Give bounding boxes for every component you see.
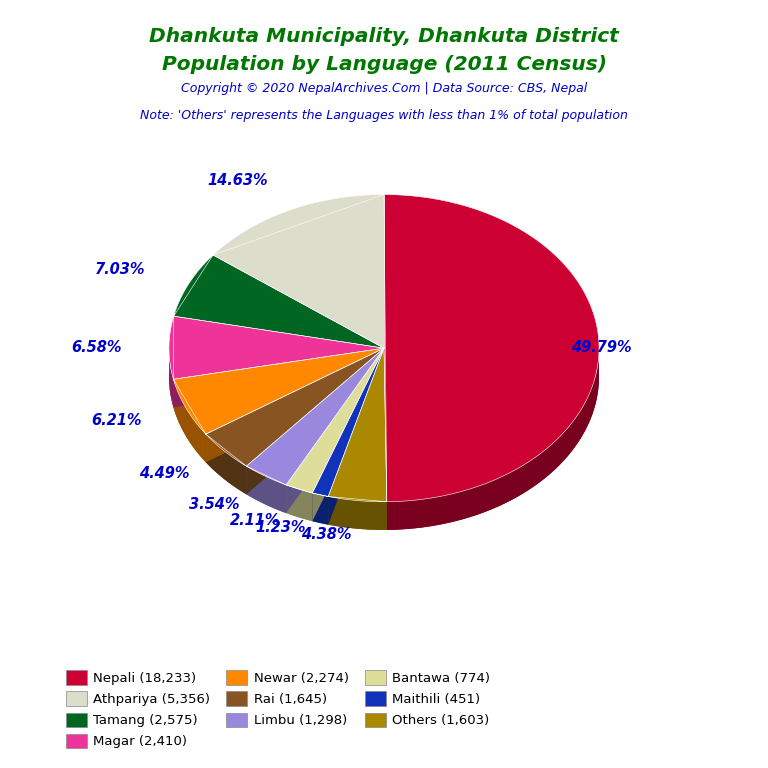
Polygon shape [206, 348, 384, 466]
Polygon shape [206, 376, 384, 495]
Polygon shape [174, 379, 206, 462]
Polygon shape [384, 194, 599, 502]
Polygon shape [384, 376, 599, 530]
Text: 1.23%: 1.23% [256, 520, 306, 535]
Polygon shape [174, 348, 384, 407]
Polygon shape [286, 348, 384, 493]
Polygon shape [206, 434, 247, 495]
Polygon shape [313, 348, 384, 521]
Polygon shape [328, 496, 387, 530]
Polygon shape [387, 345, 599, 530]
Polygon shape [247, 348, 384, 495]
Text: Note: 'Others' represents the Languages with less than 1% of total population: Note: 'Others' represents the Languages … [140, 109, 628, 122]
Polygon shape [328, 348, 384, 525]
Polygon shape [286, 348, 384, 513]
Polygon shape [169, 343, 174, 407]
Polygon shape [206, 348, 384, 462]
Text: 49.79%: 49.79% [571, 339, 631, 355]
Polygon shape [286, 348, 384, 513]
Text: Dhankuta Municipality, Dhankuta District: Dhankuta Municipality, Dhankuta District [149, 27, 619, 46]
Polygon shape [174, 255, 384, 348]
Legend: Nepali (18,233), Athpariya (5,356), Tamang (2,575), Magar (2,410), Newar (2,274): Nepali (18,233), Athpariya (5,356), Tama… [61, 665, 495, 753]
Polygon shape [286, 376, 384, 521]
Polygon shape [174, 348, 384, 434]
Polygon shape [174, 376, 384, 462]
Polygon shape [328, 348, 384, 525]
Text: 14.63%: 14.63% [207, 173, 267, 187]
Polygon shape [169, 374, 384, 407]
Text: 3.54%: 3.54% [189, 497, 240, 512]
Text: Copyright © 2020 NepalArchives.Com | Data Source: CBS, Nepal: Copyright © 2020 NepalArchives.Com | Dat… [181, 82, 587, 95]
Polygon shape [206, 348, 384, 462]
Polygon shape [169, 316, 384, 379]
Polygon shape [328, 348, 387, 502]
Polygon shape [247, 376, 384, 513]
Polygon shape [247, 348, 384, 485]
Polygon shape [286, 485, 313, 521]
Text: Population by Language (2011 Census): Population by Language (2011 Census) [161, 55, 607, 74]
Text: 7.03%: 7.03% [95, 263, 146, 277]
Polygon shape [247, 348, 384, 495]
Polygon shape [384, 348, 387, 530]
Polygon shape [313, 376, 384, 525]
Polygon shape [247, 466, 286, 513]
Polygon shape [313, 348, 384, 521]
Polygon shape [328, 376, 387, 530]
Text: 4.49%: 4.49% [139, 466, 190, 482]
Text: 6.58%: 6.58% [71, 340, 121, 355]
Text: 6.21%: 6.21% [91, 413, 142, 429]
Text: 4.38%: 4.38% [301, 527, 352, 541]
Polygon shape [213, 194, 384, 348]
Polygon shape [313, 348, 384, 496]
Polygon shape [313, 493, 328, 525]
Text: 2.11%: 2.11% [230, 513, 280, 528]
Polygon shape [174, 348, 384, 407]
Polygon shape [384, 348, 387, 530]
